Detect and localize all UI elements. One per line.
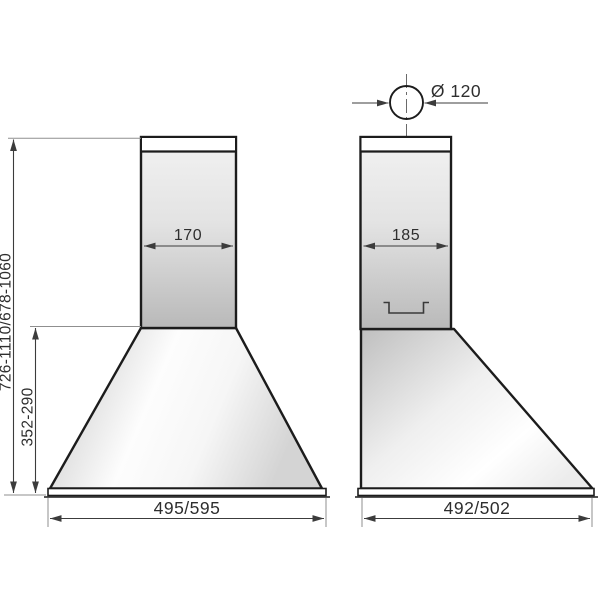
side-chimney-depth-label: 185 <box>392 227 420 244</box>
front-view: 170 <box>44 135 330 498</box>
total-height-label: 726-1110/678-1060 <box>0 253 15 391</box>
front-chimney-top-band <box>142 138 235 151</box>
side-canopy-body <box>359 327 594 490</box>
duct-outlet-circle <box>389 85 424 120</box>
front-base-width-label: 495/595 <box>154 498 221 518</box>
front-base-rim <box>47 487 327 497</box>
canopy-height-label: 352-290 <box>20 387 37 446</box>
duct-diameter-label: Ø 120 <box>431 81 481 101</box>
side-base-depth-label: 492/502 <box>444 498 511 518</box>
side-chimney-top-band <box>361 138 450 151</box>
height-dimensions: 726-1110/678-1060 352-290 <box>0 137 141 496</box>
front-chimney-width-label: 170 <box>174 227 202 244</box>
side-chimney <box>359 135 453 331</box>
bracket-symbol <box>383 301 429 314</box>
side-base-rim <box>357 487 595 497</box>
front-chimney <box>139 135 238 330</box>
front-canopy-cone <box>48 326 324 490</box>
side-view: 185 Ø 120 <box>352 74 598 498</box>
width-dimensions: 495/595 492/502 <box>47 498 593 527</box>
